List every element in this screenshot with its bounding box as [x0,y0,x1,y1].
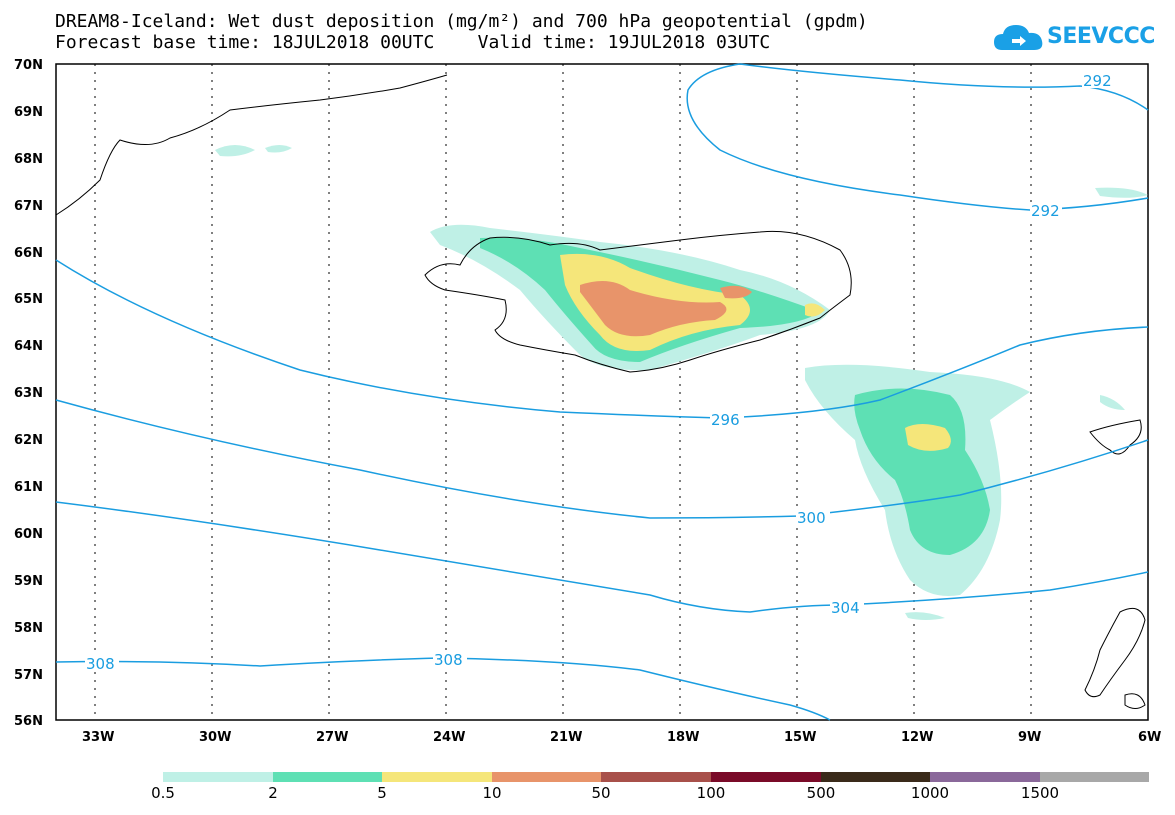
contour-label-304: 304 [831,599,860,617]
coastlines [55,74,1146,709]
lon-label: 6W [1138,730,1161,745]
legend-label: 500 [806,784,836,802]
lat-label: 57N [14,668,43,683]
lat-label: 70N [14,58,43,73]
lat-label: 63N [14,386,43,401]
legend-swatch [930,772,1040,782]
lat-label: 61N [14,480,43,495]
legend-label: 2 [268,784,278,802]
lon-label: 9W [1018,730,1041,745]
lat-label: 65N [14,292,43,307]
lat-label: 67N [14,199,43,214]
dust-deposition-field [215,145,1148,620]
contour-label-292: 292 [1083,72,1112,90]
cloud-icon [994,25,1043,50]
contour-label-308: 308 [434,651,463,669]
legend-label: 10 [482,784,502,802]
legend-label: 50 [591,784,611,802]
logo-text: SEEVCCC [1047,24,1155,49]
lat-label: 58N [14,621,43,636]
lon-label: 12W [901,730,933,745]
lon-label: 18W [667,730,699,745]
lat-label: 68N [14,152,43,167]
legend-swatch [710,772,821,782]
longitude-labels: 33W 30W 27W 24W 21W 18W 15W 12W 9W 6W [82,730,1161,745]
lon-label: 33W [82,730,114,745]
chart-title: DREAM8-Iceland: Wet dust deposition (mg/… [55,11,868,32]
legend-label: 1500 [1020,784,1060,802]
legend-label: 1000 [910,784,950,802]
seevccc-logo: SEEVCCC [992,20,1155,56]
chart-subtitle: Forecast base time: 18JUL2018 00UTC Vali… [55,32,771,53]
latitude-labels: 70N 69N 68N 67N 66N 65N 64N 63N 62N 61N … [14,58,43,729]
legend-label: 0.5 [151,784,175,802]
contour-label-308: 308 [86,655,115,673]
color-legend-bar [163,772,1150,782]
lat-label: 60N [14,527,43,542]
contour-label-296: 296 [711,411,740,429]
legend-swatch [601,772,711,782]
lat-label: 66N [14,246,43,261]
legend-swatch [272,772,383,782]
lat-label: 64N [14,339,43,354]
legend-swatch [1039,772,1150,782]
lat-label: 62N [14,433,43,448]
legend-swatch [163,772,273,782]
lon-label: 27W [316,730,348,745]
legend-swatch [382,772,492,782]
lat-label: 59N [14,574,43,589]
legend-swatch [491,772,602,782]
legend-label: 100 [696,784,726,802]
contour-labels: 292 292 296 300 304 308 308 [85,72,1114,673]
lon-label: 30W [199,730,231,745]
lon-label: 24W [433,730,465,745]
contour-label-300: 300 [797,509,826,527]
lon-label: 15W [784,730,816,745]
lon-label: 21W [550,730,582,745]
geopotential-contours [55,63,1149,721]
lat-label: 69N [14,105,43,120]
contour-label-292: 292 [1031,202,1060,220]
legend-swatch [820,772,931,782]
lat-label: 56N [14,714,43,729]
legend-label: 5 [377,784,387,802]
